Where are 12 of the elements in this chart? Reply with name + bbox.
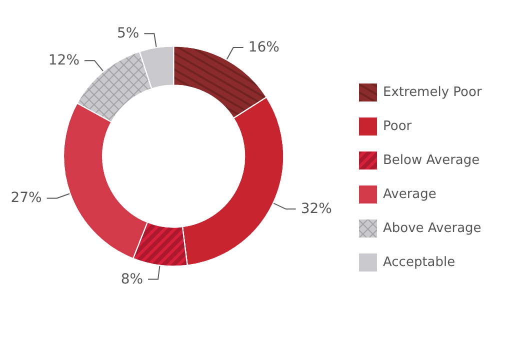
data-label: 32% bbox=[300, 201, 332, 218]
legend-label: Acceptable bbox=[383, 255, 456, 270]
legend-label: Average bbox=[383, 187, 436, 202]
data-label: 8% bbox=[120, 271, 144, 288]
data-label: 5% bbox=[116, 26, 140, 42]
data-label: 27% bbox=[10, 190, 42, 206]
data-label: 16% bbox=[248, 39, 280, 56]
legend-label: Extremely Poor bbox=[383, 85, 482, 100]
legend-label: Below Average bbox=[383, 153, 480, 168]
data-label: 12% bbox=[48, 52, 80, 69]
legend-label: Poor bbox=[383, 119, 412, 134]
legend-label: Above Average bbox=[383, 221, 482, 236]
